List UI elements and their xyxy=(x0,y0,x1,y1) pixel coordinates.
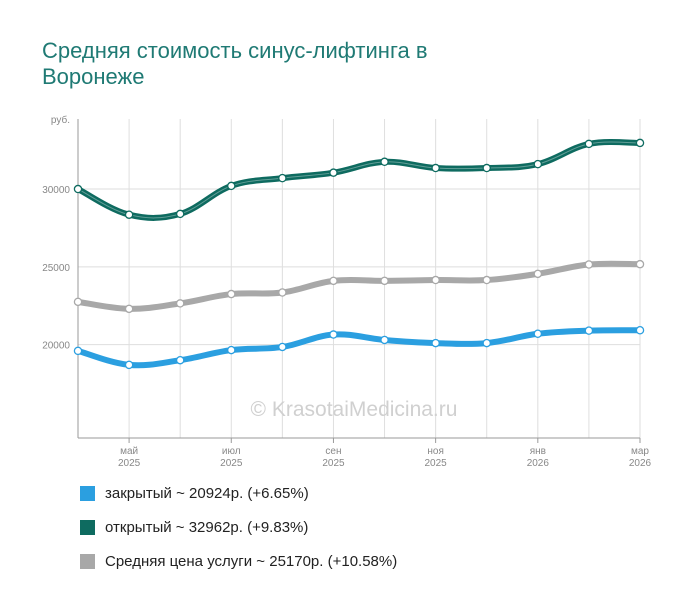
legend-swatch-average xyxy=(80,553,95,569)
data-point-average xyxy=(533,269,543,279)
data-point-average xyxy=(278,288,287,297)
series-line-highlight-open xyxy=(77,141,641,219)
data-point-open xyxy=(73,184,83,194)
legend-item-closed[interactable]: закрытый ~ 20924р. (+6.65%) xyxy=(80,484,397,502)
data-point-average xyxy=(431,275,440,285)
y-axis-unit-label: руб. xyxy=(51,114,70,126)
data-point-closed xyxy=(175,355,185,365)
chart-title: Средняя стоимость синус-лифтинга в Ворон… xyxy=(42,38,428,89)
data-point-average xyxy=(329,276,338,286)
data-point-closed xyxy=(482,338,491,348)
y-tick-label: 25000 xyxy=(42,263,70,274)
data-point-closed xyxy=(73,346,83,356)
x-tick-label-month: мар xyxy=(631,446,649,457)
legend-label-open: открытый ~ 32962р. (+9.83%) xyxy=(105,518,309,536)
y-tick-label: 30000 xyxy=(42,185,70,196)
chart-axes: 200002500030000руб.май2025июл2025сен2025… xyxy=(42,114,651,469)
data-point-average xyxy=(124,304,134,314)
data-point-average xyxy=(73,297,83,307)
data-point-open xyxy=(175,209,185,219)
data-point-open xyxy=(635,138,645,148)
data-point-average xyxy=(635,259,645,269)
x-tick-label-month: июл xyxy=(222,446,241,457)
data-point-open xyxy=(533,159,543,169)
data-point-open xyxy=(329,168,338,177)
x-tick-label-year: 2025 xyxy=(118,458,141,469)
x-tick-label-year: 2026 xyxy=(527,458,550,469)
x-tick-label-month: сен xyxy=(325,446,341,457)
x-tick-label-month: янв xyxy=(530,446,546,457)
legend-label-average: Средняя цена услуги ~ 25170р. (+10.58%) xyxy=(105,552,398,570)
series-line-closed xyxy=(75,327,643,369)
data-point-open xyxy=(431,163,440,173)
data-point-closed xyxy=(124,360,134,370)
watermark: © KrasotaiMedicina.ru xyxy=(251,398,458,421)
x-tick-label-year: 2025 xyxy=(220,458,243,469)
y-tick-label: 20000 xyxy=(42,341,70,352)
legend-item-open[interactable]: открытый ~ 32962р. (+9.83%) xyxy=(80,518,397,536)
x-tick-label-year: 2025 xyxy=(322,458,345,469)
data-point-open xyxy=(584,139,594,149)
legend-label-closed: закрытый ~ 20924р. (+6.65%) xyxy=(105,484,309,502)
data-point-open xyxy=(278,173,287,183)
data-point-closed xyxy=(380,335,389,345)
data-point-open xyxy=(227,181,236,191)
x-tick-label-year: 2026 xyxy=(629,458,652,469)
data-point-open xyxy=(482,163,491,173)
data-point-closed xyxy=(635,326,645,335)
data-point-average xyxy=(175,299,185,308)
x-tick-label-year: 2025 xyxy=(425,458,448,469)
data-point-closed xyxy=(584,326,594,335)
series-line-open xyxy=(75,138,643,221)
data-point-open xyxy=(380,157,389,167)
legend-item-average[interactable]: Средняя цена услуги ~ 25170р. (+10.58%) xyxy=(80,552,397,570)
x-tick-label-month: май xyxy=(120,446,138,457)
data-point-closed xyxy=(278,342,287,352)
legend: закрытый ~ 20924р. (+6.65%) открытый ~ 3… xyxy=(80,484,397,586)
data-point-closed xyxy=(431,338,440,348)
data-point-closed xyxy=(533,329,543,338)
data-point-average xyxy=(380,276,389,286)
data-point-closed xyxy=(329,330,338,339)
data-point-average xyxy=(227,289,236,299)
legend-swatch-closed xyxy=(80,485,95,501)
data-point-average xyxy=(584,260,594,269)
data-point-average xyxy=(482,275,491,285)
legend-swatch-open xyxy=(80,519,95,535)
chart-series xyxy=(73,138,645,370)
series-line-average xyxy=(75,260,643,312)
x-tick-label-month: ноя xyxy=(427,446,444,457)
data-point-open xyxy=(124,210,134,219)
data-point-closed xyxy=(227,345,236,355)
line-chart: 200002500030000руб.май2025июл2025сен2025… xyxy=(42,114,651,469)
